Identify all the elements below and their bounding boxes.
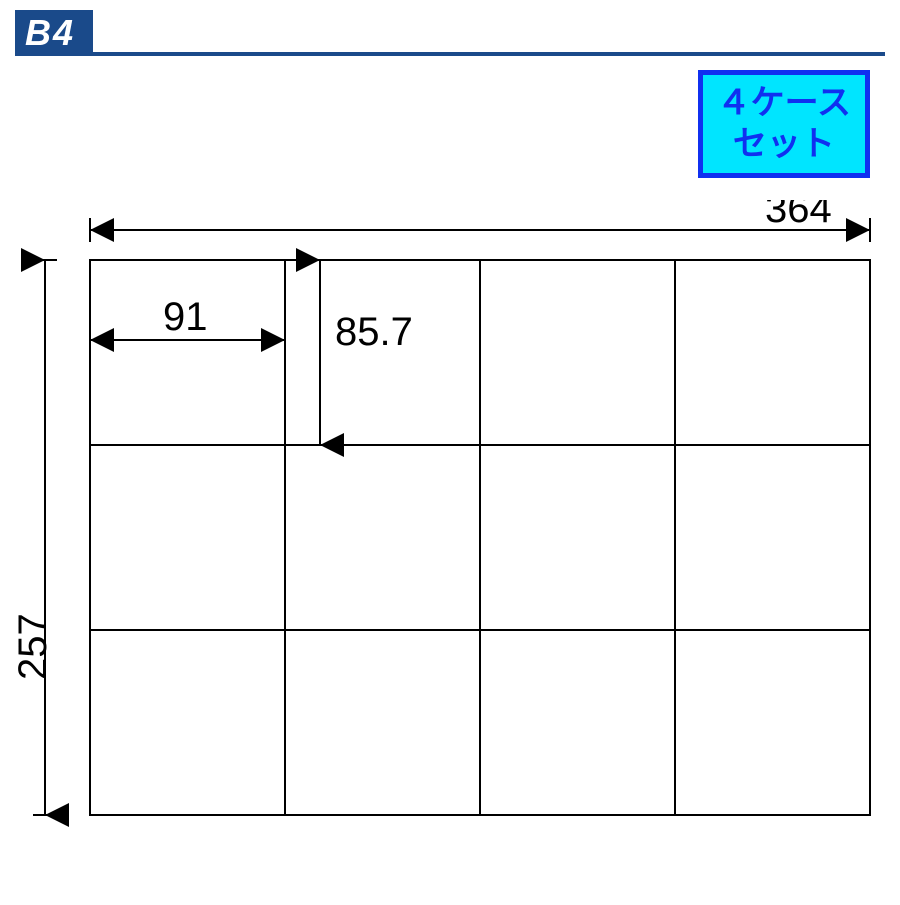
- set-badge-line2: セット: [717, 124, 851, 165]
- set-badge: ４ケース セット: [698, 70, 870, 178]
- dim-label-cellh: 85.7: [335, 310, 413, 354]
- dim-label-height: 257: [11, 613, 55, 680]
- label-sheet-diagram: 364 257 91 85.7: [10, 200, 890, 900]
- set-badge-line1: ４ケース: [717, 83, 851, 124]
- diagram-svg: 364 257 91 85.7: [10, 200, 890, 900]
- header-underline: [15, 52, 885, 56]
- header: B4: [15, 10, 885, 55]
- dim-label-width: 364: [765, 200, 832, 231]
- size-badge: B4: [15, 10, 93, 56]
- dim-label-cellw: 91: [163, 295, 208, 339]
